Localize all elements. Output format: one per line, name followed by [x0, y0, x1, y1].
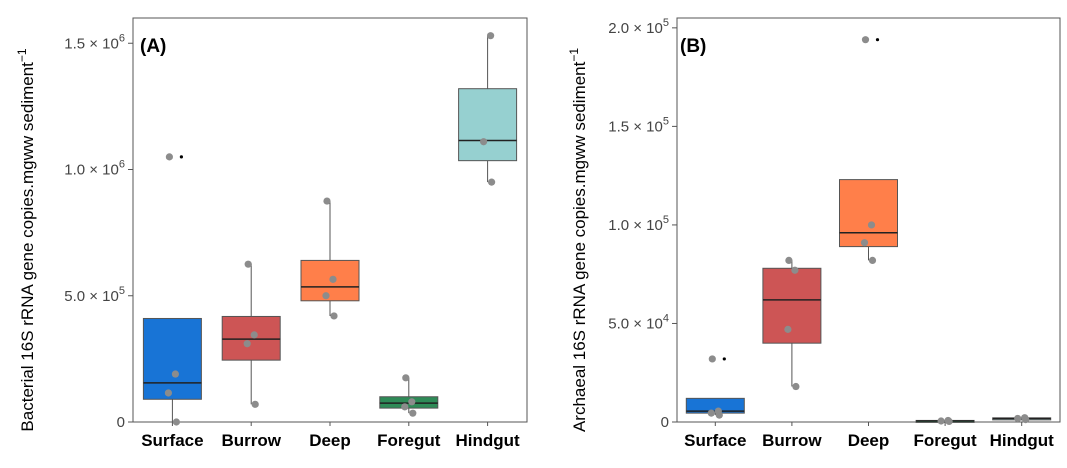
outlier-point: [722, 357, 726, 361]
x-category-label: Hindgut: [455, 431, 520, 450]
data-point: [792, 382, 800, 391]
data-point: [860, 239, 869, 247]
data-point: [714, 407, 722, 415]
y-tick-label: 1.0 × 105: [608, 214, 669, 234]
box-rect: [221, 315, 281, 361]
box-surface: [685, 355, 745, 419]
data-point: [171, 370, 179, 378]
data-point: [250, 331, 258, 339]
x-category-label: Foregut: [913, 431, 977, 450]
y-tick-label: 5.0 × 104: [608, 312, 669, 332]
data-point: [867, 221, 876, 229]
x-category-label: Foregut: [377, 431, 441, 450]
data-point: [329, 275, 337, 283]
data-point: [1014, 414, 1022, 423]
data-point: [243, 340, 251, 348]
x-category-label: Hindgut: [990, 431, 1055, 450]
box-foregut: [379, 374, 439, 417]
data-point: [172, 418, 180, 426]
data-point: [707, 409, 715, 417]
data-point: [868, 256, 877, 264]
data-point: [708, 355, 716, 363]
box-surface: [142, 153, 202, 426]
y-axis-title: Archaeal 16S rRNA gene copies.mgww sedim…: [567, 48, 589, 432]
box-deep: [300, 197, 360, 320]
data-point: [944, 416, 952, 425]
y-tick-label: 1.0 × 106: [64, 159, 125, 179]
data-point: [330, 312, 338, 320]
y-tick-label: 0: [661, 414, 669, 431]
y-tick-label: 1.5 × 106: [64, 32, 125, 52]
data-point: [785, 256, 793, 264]
data-point: [401, 403, 409, 411]
data-point: [791, 266, 799, 274]
panel-label: (A): [140, 36, 166, 57]
chart-panel-1: 0 5.0 × 105 1.0 × 106 1.5 × 106 Surface Burro…: [15, 17, 528, 450]
data-point: [165, 153, 173, 161]
box-rect: [142, 317, 202, 400]
data-point: [164, 389, 172, 397]
data-point: [408, 398, 416, 406]
data-point: [937, 417, 945, 425]
outlier-point: [179, 155, 183, 159]
y-tick-label: 0: [117, 414, 125, 431]
data-point: [861, 36, 870, 44]
x-category-label: Deep: [309, 431, 351, 450]
box-rect: [839, 179, 898, 248]
data-point: [244, 260, 252, 268]
data-point: [480, 138, 488, 146]
outlier-point: [875, 38, 880, 42]
y-axis-title: Bacterial 16S rRNA gene copies.mgww sedi…: [15, 48, 37, 431]
data-point: [488, 178, 496, 186]
box-deep: [839, 36, 898, 264]
x-category-label: Burrow: [762, 431, 822, 450]
box-hindgut: [992, 414, 1052, 424]
x-category-label: Surface: [684, 431, 746, 450]
panel-label: (B): [680, 36, 706, 57]
data-point: [251, 400, 259, 408]
data-point: [322, 292, 330, 300]
x-category-label: Deep: [848, 431, 890, 450]
box-hindgut: [458, 32, 518, 186]
data-point: [323, 197, 331, 205]
y-tick-label: 1.5 × 105: [608, 115, 669, 135]
x-category-label: Burrow: [221, 431, 281, 450]
box-foregut: [915, 416, 975, 426]
data-point: [784, 325, 792, 333]
chart-panel-2: 0 5.0 × 104 1.0 × 105 1.5 × 105 2.0 × 105 Sur…: [567, 17, 1061, 450]
data-point: [402, 374, 410, 382]
y-tick-label: 5.0 × 105: [64, 285, 125, 305]
data-point: [1021, 414, 1029, 422]
x-category-label: Surface: [141, 431, 203, 450]
data-point: [409, 409, 417, 417]
box-rect: [458, 88, 518, 162]
box-burrow: [762, 256, 822, 391]
y-tick-label: 2.0 × 105: [608, 17, 669, 37]
data-point: [487, 32, 495, 40]
box-rect: [762, 267, 822, 344]
box-burrow: [221, 260, 281, 408]
